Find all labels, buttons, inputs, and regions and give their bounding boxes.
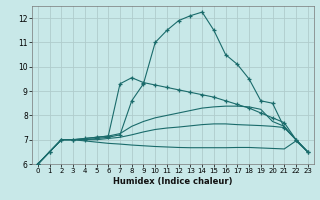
X-axis label: Humidex (Indice chaleur): Humidex (Indice chaleur)	[113, 177, 233, 186]
